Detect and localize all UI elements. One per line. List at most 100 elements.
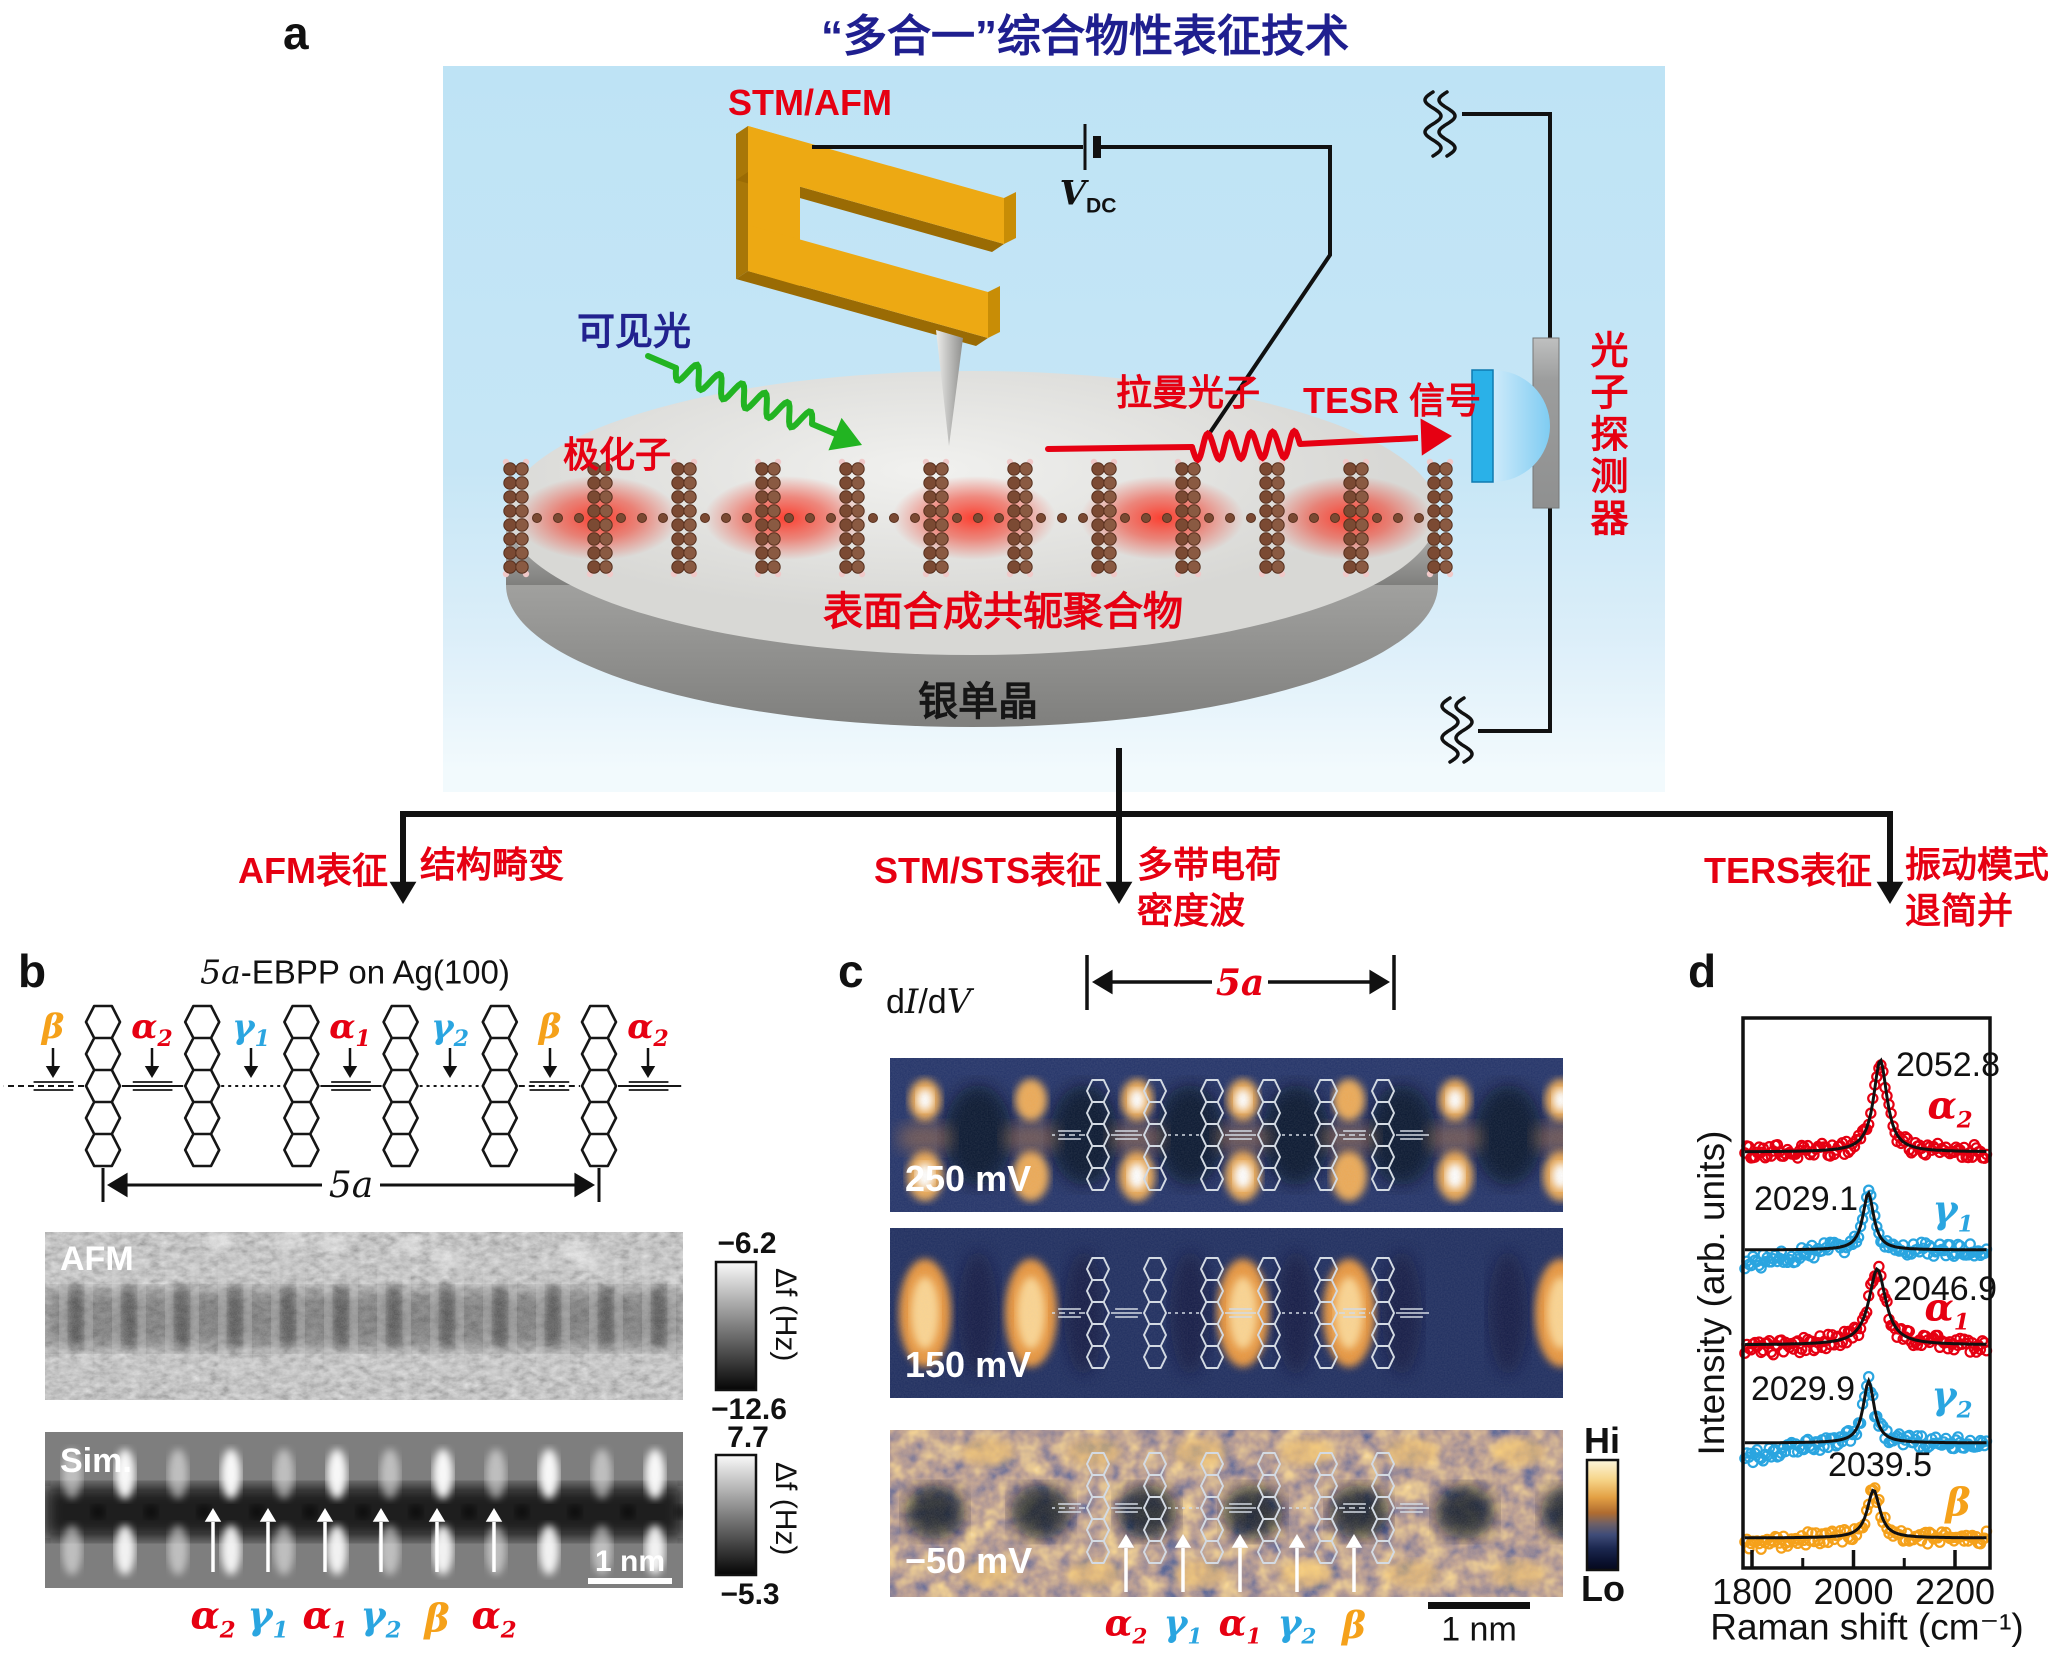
panel-b-title-italic: 5a — [200, 952, 241, 992]
branch-ters-result: 振动模式 退简并 — [1905, 842, 2048, 934]
greek-label-β: β — [424, 1595, 450, 1641]
peak-value-gamma1: 2029.1 — [1754, 1180, 1858, 1218]
greek-label-α1: α1 — [302, 1592, 348, 1644]
greek-label-α1: α1 — [1218, 1602, 1262, 1650]
greek-label-γ2: γ2 — [1277, 1602, 1317, 1650]
molecule-overlays — [1052, 1079, 1429, 1564]
spectrum-alpha2 — [1739, 1057, 1993, 1164]
x-tick-1800: 1800 — [1711, 1571, 1793, 1612]
didv-V: V — [946, 982, 972, 1022]
svg-text:α2: α2 — [131, 1007, 172, 1052]
spectrum-alpha1 — [1739, 1260, 1993, 1361]
greek-label-γ1: γ1 — [247, 1592, 289, 1644]
axis-ticks — [1750, 1550, 1957, 1568]
svg-text:β: β — [40, 1007, 65, 1047]
chemical-structure: β α2 γ1 α1 γ2 β α2 5a — [3, 1004, 682, 1206]
scalebar-c — [1428, 1602, 1530, 1609]
bias-label-150: 150 mV — [905, 1344, 1032, 1385]
didv-d1: d — [886, 983, 905, 1021]
greek-label-α2: α2 — [1927, 1082, 1973, 1134]
x-tick-2000: 2000 — [1813, 1571, 1894, 1612]
svg-text:α2: α2 — [627, 1007, 668, 1052]
sim-bond-arrows — [204, 1508, 503, 1572]
svg-text:5a: 5a — [1216, 962, 1264, 1004]
figure-title: “多合一”综合物性表征技术 — [821, 12, 1349, 61]
greek-label-α2: α2 — [190, 1592, 236, 1644]
didv-label: dI/dV — [886, 982, 971, 1022]
panel-d-letter: d — [1688, 945, 1717, 997]
peak-value-beta: 2039.5 — [1828, 1446, 1932, 1484]
greek-label-α1: α1 — [1924, 1284, 1970, 1336]
svg-text:γ2: γ2 — [431, 1007, 469, 1052]
scalebar-c-label: 1 nm — [1441, 1610, 1517, 1649]
peak-value-alpha2: 2052.8 — [1896, 1046, 2000, 1084]
stm-tip — [936, 330, 963, 446]
colorbar-hilo — [1585, 1458, 1620, 1572]
didv-map-m50mv — [890, 1430, 1563, 1597]
colorbar-afm — [714, 1260, 758, 1392]
lens-body — [1471, 369, 1494, 483]
colorbar-afm-max: −6.2 — [717, 1227, 777, 1260]
svg-text:α1: α1 — [329, 1007, 370, 1052]
raman-photon-label: 拉曼光子 — [1115, 372, 1261, 413]
svg-text:5a: 5a — [329, 1165, 373, 1206]
tesr-signal-label: TESR 信号 — [1302, 380, 1482, 421]
bias-label-250: 250 mV — [905, 1158, 1032, 1199]
afm-image — [45, 1232, 683, 1400]
greek-label-γ1: γ1 — [1163, 1602, 1203, 1650]
panel-b-title: 5a-EBPP on Ag(100) — [200, 953, 510, 992]
branch-afm-result: 结构畸变 — [420, 844, 565, 885]
polaron-label: 极化子 — [562, 434, 672, 475]
colorbar-sim-min: −5.3 — [720, 1578, 780, 1611]
branch-afm-method: AFM表征 — [238, 850, 388, 891]
spectrum-beta — [1739, 1482, 1993, 1555]
visible-light-label: 可见光 — [576, 311, 692, 354]
colorbar-afm-unit: Δf (Hz) — [769, 1268, 802, 1362]
panel-b-letter: b — [18, 945, 47, 997]
sim-image-label: Sim. — [60, 1442, 132, 1480]
probe-label: STM/AFM — [728, 82, 892, 123]
greek-label-γ1: γ1 — [1932, 1186, 1974, 1238]
peak-value-alpha1: 2046.9 — [1893, 1270, 1997, 1308]
greek-label-α2: α2 — [1104, 1602, 1148, 1650]
wire-break-icon — [1423, 90, 1474, 764]
greek-label-β: β — [1342, 1605, 1366, 1647]
branch-ters-result-line2: 退简并 — [1905, 890, 2014, 931]
vdc-label: VDC — [1060, 174, 1117, 219]
colorbar-lo-label: Lo — [1581, 1568, 1625, 1609]
sim-image — [45, 1432, 683, 1588]
branch-stm-result: 多带电荷 密度波 — [1137, 842, 1281, 934]
polymer-label: 表面合成共轭聚合物 — [823, 590, 1183, 634]
light-beams — [645, 353, 1452, 464]
vdc-subscript: DC — [1085, 194, 1117, 218]
peak-value-gamma2: 2029.9 — [1751, 1370, 1855, 1408]
greek-label-γ2: γ2 — [360, 1592, 402, 1644]
map-bond-arrows — [1117, 1534, 1363, 1592]
scalebar-b-label: 1 nm — [594, 1545, 666, 1578]
svg-text:β: β — [537, 1007, 562, 1047]
panel-a-letter: a — [283, 7, 309, 59]
branch-stm-result-line1: 多带电荷 — [1137, 844, 1282, 885]
x-axis-label: Raman shift (cm⁻¹) — [1710, 1606, 2024, 1648]
photon-detector-label: 光子探测器 — [1584, 330, 1626, 540]
tuning-fork — [736, 126, 1016, 446]
branch-stm-result-line2: 密度波 — [1137, 890, 1246, 931]
greek-label-β: β — [1945, 1479, 1971, 1525]
colorbar-sim — [714, 1453, 758, 1577]
colorbar-hi-label: Hi — [1584, 1420, 1620, 1461]
vdc-symbol: V — [1059, 173, 1086, 214]
afm-image-label: AFM — [60, 1240, 134, 1278]
colorbar-sim-unit: Δf (Hz) — [769, 1462, 802, 1556]
colorbar-sim-max: 7.7 — [727, 1421, 769, 1454]
scalebar-b — [588, 1578, 672, 1584]
x-tick-2200: 2200 — [1914, 1571, 1996, 1612]
silver-crystal-label: 银单晶 — [918, 680, 1038, 724]
panel-c-letter: c — [838, 945, 864, 997]
greek-label-α2: α2 — [471, 1592, 517, 1644]
panel-b-title-rest: -EBPP on Ag(100) — [240, 953, 510, 991]
plot-frame — [1741, 1016, 1992, 1570]
bias-label-m50: −50 mV — [905, 1540, 1033, 1581]
lens-dome — [1493, 370, 1550, 482]
